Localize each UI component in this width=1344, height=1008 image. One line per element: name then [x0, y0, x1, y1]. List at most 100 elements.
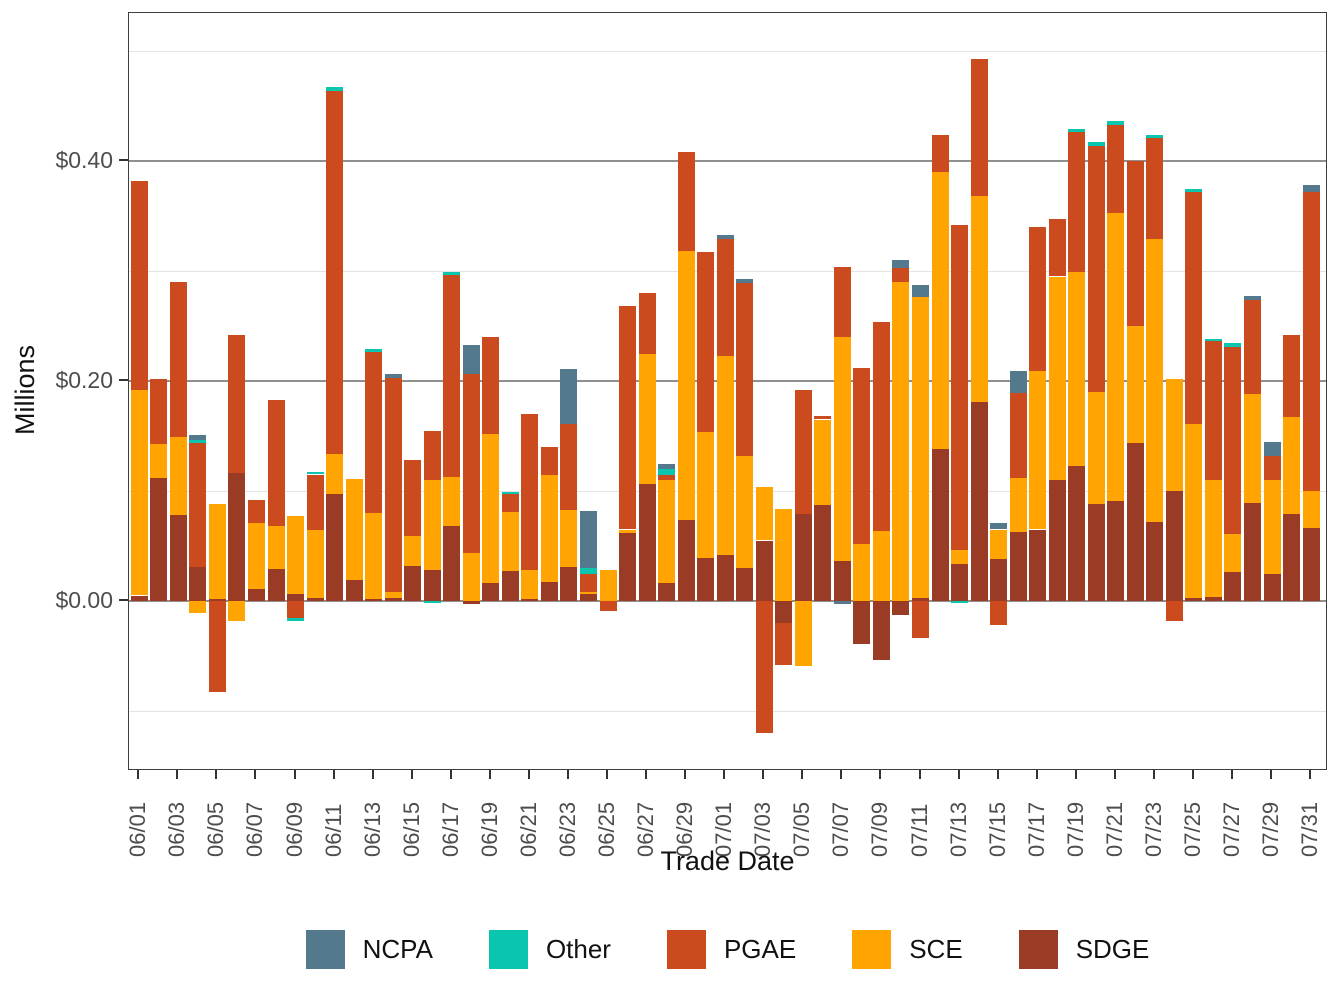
bar-segment-sce — [560, 509, 578, 567]
bar-segment-pgae — [482, 337, 500, 434]
bar-segment-pgae — [267, 399, 285, 527]
bar-segment-sce — [1165, 378, 1183, 491]
bar-segment-pgae — [638, 293, 656, 354]
bar-segment-pgae — [1048, 219, 1066, 277]
bar-segment-sce — [872, 530, 890, 601]
bar-segment-sdge — [287, 594, 305, 601]
bar-segment-sdge — [638, 484, 656, 601]
bar-segment-other — [287, 617, 305, 621]
bar-segment-ncpa — [1244, 296, 1261, 300]
bar-segment-pgae — [951, 224, 969, 551]
bar-segment-sce — [1107, 212, 1125, 501]
bar-segment-pgae — [1263, 455, 1281, 480]
bar-segment-sdge — [1029, 529, 1047, 601]
bar-segment-pgae — [794, 389, 812, 515]
legend-label: NCPA — [362, 934, 433, 964]
bar-segment-sce — [775, 508, 793, 601]
y-tick-mark — [119, 599, 128, 601]
bar-segment-pgae — [1224, 346, 1242, 534]
bar-segment-other — [1087, 142, 1105, 146]
bar-segment-other — [423, 601, 441, 604]
bar-segment-sce — [326, 453, 344, 495]
bar-segment-ncpa — [189, 435, 207, 441]
major-gridline — [129, 600, 1326, 602]
bar-segment-pgae — [365, 352, 383, 513]
bar-segment-sce — [345, 478, 363, 581]
bar-segment-sdge — [814, 505, 832, 601]
bar-segment-pgae — [1029, 227, 1047, 372]
bar-segment-ncpa — [716, 234, 734, 240]
bar-segment-sce — [404, 536, 422, 566]
x-tick-mark — [1270, 770, 1273, 779]
bar-segment-sce — [521, 570, 539, 599]
x-tick-mark — [488, 770, 491, 779]
bar-segment-sdge — [794, 514, 812, 601]
legend-item-sce: SCE — [852, 930, 963, 969]
bar-segment-pgae — [130, 180, 148, 390]
bar-segment-pgae — [814, 416, 832, 420]
bar-segment-sce — [1048, 276, 1066, 480]
bar-segment-sce — [1029, 371, 1047, 530]
minor-gridline — [129, 711, 1326, 712]
bar-segment-sdge — [1087, 504, 1105, 601]
bar-segment-sce — [716, 355, 734, 555]
x-tick-mark — [293, 770, 296, 779]
x-tick-mark — [1152, 770, 1155, 779]
bar-segment-sce — [579, 592, 597, 595]
bar-segment-sdge — [150, 477, 168, 601]
bar-segment-ncpa — [833, 601, 851, 605]
x-tick-mark — [1230, 770, 1233, 779]
y-tick-label: $0.20 — [55, 367, 113, 393]
bar-segment-sce — [1068, 272, 1086, 466]
x-tick-mark — [840, 770, 843, 779]
bar-segment-sdge — [208, 598, 226, 601]
bar-segment-sce — [287, 516, 305, 595]
bar-segment-sce — [814, 419, 832, 506]
bar-segment-sce — [794, 601, 812, 666]
legend-label: SDGE — [1075, 934, 1150, 964]
bar-segment-sdge — [677, 519, 695, 601]
bar-segment-sce — [599, 570, 617, 601]
bar-segment-sdge — [326, 494, 344, 601]
bar-segment-sce — [169, 437, 187, 516]
bar-segment-pgae — [169, 282, 187, 438]
y-axis-title: Millions — [10, 344, 40, 436]
bar-segment-ncpa — [990, 522, 1008, 530]
major-gridline — [129, 160, 1326, 162]
bar-segment-other — [443, 272, 461, 276]
bar-segment-sce — [1263, 480, 1281, 574]
bar-segment-other — [1204, 339, 1222, 342]
bar-segment-sce — [1009, 477, 1027, 532]
legend-label: Other — [545, 934, 611, 964]
x-tick-mark — [1191, 770, 1194, 779]
bar-segment-other — [579, 568, 597, 574]
plot-panel — [128, 12, 1327, 770]
bar-segment-sdge — [736, 568, 754, 601]
bar-segment-pgae — [697, 252, 715, 432]
x-tick-mark — [684, 770, 687, 779]
bar-segment-sdge — [853, 601, 871, 644]
x-tick-mark — [762, 770, 765, 779]
bar-segment-pgae — [443, 275, 461, 477]
bar-segment-sdge — [482, 583, 500, 601]
bar-segment-pgae — [579, 573, 597, 593]
x-tick-mark — [254, 770, 257, 779]
bar-segment-sce — [247, 522, 265, 589]
bar-segment-sdge — [404, 565, 422, 601]
bar-segment-pgae — [1107, 124, 1125, 213]
bar-segment-sce — [150, 443, 168, 478]
x-tick-mark — [527, 770, 530, 779]
bar-segment-sdge — [1146, 521, 1164, 601]
bar-segment-sdge — [951, 563, 969, 601]
bar-segment-sdge — [228, 473, 246, 601]
bar-segment-sdge — [755, 540, 773, 601]
bar-segment-pgae — [599, 601, 617, 611]
bar-segment-sce — [1224, 533, 1242, 573]
bar-segment-other — [1146, 134, 1164, 138]
bar-segment-pgae — [462, 374, 480, 553]
bar-segment-sdge — [716, 554, 734, 601]
bar-segment-other — [1107, 121, 1125, 125]
bar-segment-pgae — [1165, 601, 1183, 621]
bar-segment-sce — [1185, 423, 1203, 598]
